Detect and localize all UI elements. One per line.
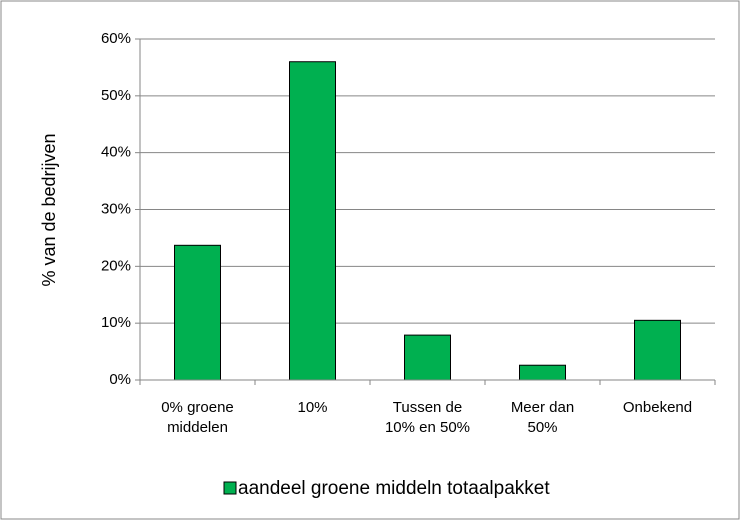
y-tick-label: 40% <box>101 144 131 161</box>
y-tick-label: 60% <box>101 30 131 47</box>
bar <box>174 244 221 381</box>
legend-swatch <box>223 481 237 495</box>
y-tick-label: 0% <box>109 371 131 388</box>
bar <box>519 364 566 381</box>
x-tick-label: Tussen de 10% en 50% <box>384 399 471 436</box>
x-tick-label: 0% groene middelen <box>161 399 234 436</box>
x-tick-label: 10% <box>297 399 328 416</box>
y-tick-label: 10% <box>101 314 131 331</box>
x-tick-label: Onbekend <box>622 399 693 416</box>
bar <box>404 334 451 381</box>
y-axis-title: % van de bedrijven <box>39 133 59 286</box>
y-tick-label: 30% <box>101 200 131 217</box>
bar <box>289 61 336 381</box>
x-tick-label: Meer dan 50% <box>510 399 575 436</box>
legend-label: aandeel groene middeln totaalpakket <box>238 478 550 499</box>
y-tick-label: 20% <box>101 257 131 274</box>
y-tick-label: 50% <box>101 87 131 104</box>
bar <box>634 319 681 381</box>
